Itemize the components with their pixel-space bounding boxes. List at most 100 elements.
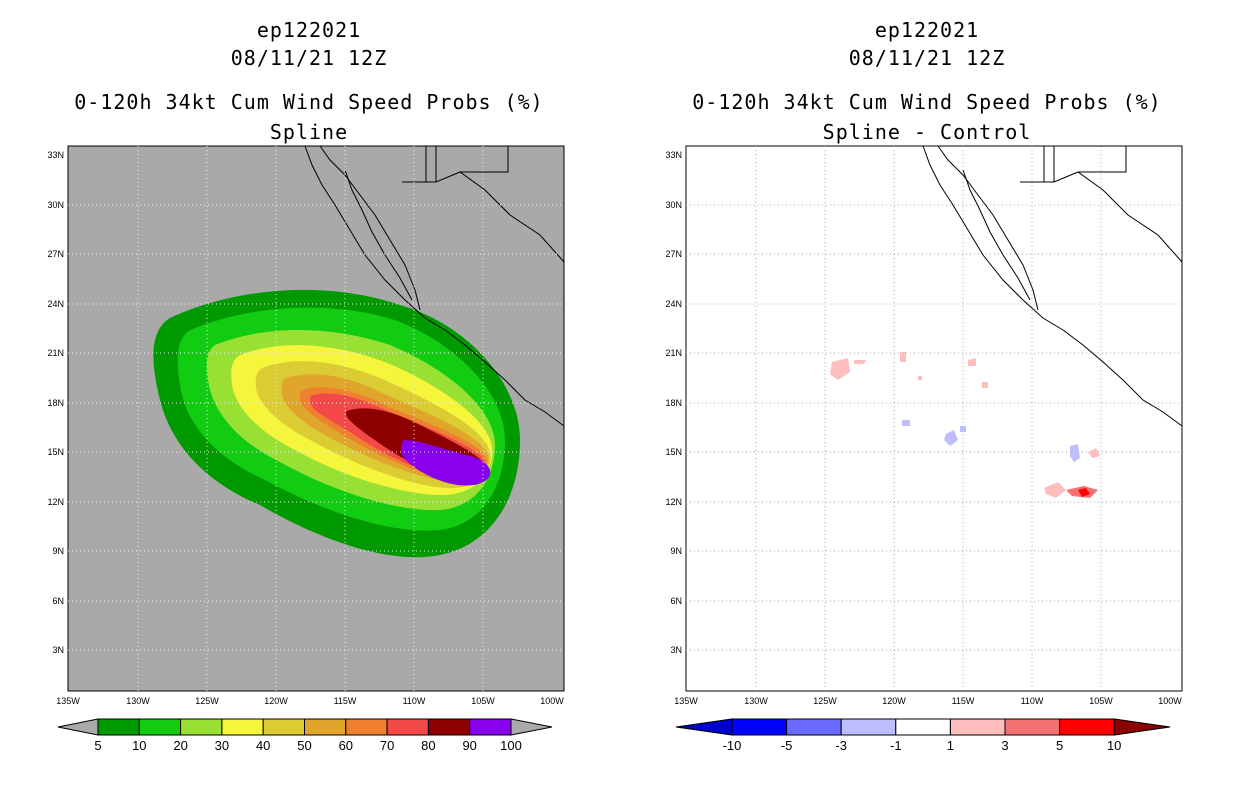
colorbar-swatch	[180, 718, 223, 736]
colorbar-swatches	[731, 718, 1115, 736]
diff-patch-strong	[1078, 488, 1090, 497]
lat-label: 3N	[670, 645, 682, 655]
diff-patch-positive	[968, 358, 976, 366]
colorbar-label: 50	[297, 738, 311, 753]
colorbar-label: 3	[1001, 738, 1008, 753]
diff-patch-positive	[830, 358, 850, 380]
colorbar-swatch	[345, 718, 388, 736]
colorbar-high-arrow	[1113, 718, 1171, 736]
lon-label: 105W	[1089, 696, 1113, 706]
colorbar-labels: 5 10 20 30 40 50 60 70 80 90 100	[94, 738, 521, 753]
diff-patch-negative	[902, 420, 910, 426]
lon-label: 135W	[56, 696, 80, 706]
lat-label: 15N	[47, 447, 64, 457]
colorbar-swatch	[386, 718, 429, 736]
lat-label: 6N	[670, 596, 682, 606]
colorbar-label: 80	[421, 738, 435, 753]
colorbar-swatch	[138, 718, 182, 736]
storm-id: ep122021	[874, 18, 980, 42]
colorbar-high-arrow	[510, 718, 553, 736]
lat-label: 33N	[665, 150, 682, 160]
colorbar-label: 10	[132, 738, 146, 753]
colorbar-labels: -10 -5 -3 -1 1 3 5 10	[723, 738, 1122, 753]
lon-label: 135W	[674, 696, 698, 706]
lat-label: 27N	[47, 249, 64, 259]
diff-patch-positive	[854, 360, 866, 364]
lon-label: 105W	[471, 696, 495, 706]
colorbar-swatch	[262, 718, 306, 736]
map-grid	[686, 146, 1182, 691]
lon-label: 100W	[1158, 696, 1182, 706]
colorbar: -10 -5 -3 -1 1 3 5 10	[675, 718, 1171, 753]
colorbar-label: -3	[835, 738, 847, 753]
probability-map: 33N 30N 27N 24N 21N 18N 15N 12N 9N 6N 3N…	[47, 145, 565, 706]
product-title: 0-120h 34kt Cum Wind Speed Probs (%)	[692, 90, 1162, 114]
colorbar-label: 1	[947, 738, 954, 753]
contour-90	[401, 440, 491, 486]
lon-axis-labels: 135W 130W 125W 120W 115W 110W 105W 100W	[674, 696, 1182, 706]
colorbar-label: -10	[723, 738, 742, 753]
lat-label: 27N	[665, 249, 682, 259]
lon-label: 115W	[334, 696, 357, 706]
lat-axis-labels: 33N 30N 27N 24N 21N 18N 15N 12N 9N 6N 3N	[47, 150, 64, 655]
lon-label: 115W	[952, 696, 975, 706]
map-grid	[68, 146, 564, 691]
difference-patches	[830, 352, 1100, 498]
lon-label: 130W	[126, 696, 150, 706]
colorbar-swatches	[97, 718, 512, 736]
diff-patch-positive	[1044, 482, 1066, 498]
colorbar-swatch	[1059, 718, 1115, 736]
lat-label: 15N	[665, 447, 682, 457]
probability-map-panel: ep122021 08/11/21 12Z 0-120h 34kt Cum Wi…	[47, 18, 565, 753]
diff-patch-negative	[960, 426, 966, 432]
forecast-datetime: 08/11/21 12Z	[230, 46, 388, 70]
map-background	[685, 145, 1183, 692]
colorbar-label: 20	[173, 738, 187, 753]
lat-label: 12N	[47, 497, 64, 507]
colorbar-swatch	[895, 718, 951, 736]
colorbar-swatch	[840, 718, 897, 736]
lat-label: 21N	[665, 348, 682, 358]
colorbar-label: 5	[1056, 738, 1063, 753]
diff-patch-positive	[900, 352, 906, 362]
lat-label: 3N	[52, 645, 64, 655]
panel-subtitle: Spline	[269, 120, 349, 144]
colorbar-swatch	[469, 718, 512, 736]
coastline	[922, 145, 1183, 427]
lat-label: 33N	[47, 150, 64, 160]
colorbar-label: 70	[380, 738, 394, 753]
lat-label: 21N	[47, 348, 64, 358]
lat-label: 24N	[47, 299, 64, 309]
forecast-datetime: 08/11/21 12Z	[848, 46, 1006, 70]
colorbar-swatch	[221, 718, 264, 736]
lat-label: 18N	[47, 398, 64, 408]
lat-label: 6N	[52, 596, 64, 606]
lat-label: 30N	[47, 200, 64, 210]
lat-label: 12N	[665, 497, 682, 507]
lat-axis-labels: 33N 30N 27N 24N 21N 18N 15N 12N 9N 6N 3N	[665, 150, 682, 655]
lon-label: 110W	[403, 696, 426, 706]
colorbar-label: 40	[256, 738, 270, 753]
lon-label: 130W	[744, 696, 768, 706]
colorbar-label: 30	[215, 738, 229, 753]
lat-label: 30N	[665, 200, 682, 210]
coastline	[304, 145, 565, 427]
storm-id: ep122021	[256, 18, 362, 42]
colorbar-swatch	[1004, 718, 1061, 736]
lon-label: 120W	[882, 696, 906, 706]
colorbar-swatch	[427, 718, 471, 736]
product-title: 0-120h 34kt Cum Wind Speed Probs (%)	[74, 90, 544, 114]
lat-label: 9N	[670, 546, 682, 556]
colorbar-swatch	[97, 718, 140, 736]
difference-map: 33N 30N 27N 24N 21N 18N 15N 12N 9N 6N 3N…	[665, 145, 1183, 706]
lon-axis-labels: 135W 130W 125W 120W 115W 110W 105W 100W	[56, 696, 564, 706]
colorbar-swatch	[731, 718, 788, 736]
panel-subtitle: Spline - Control	[822, 120, 1032, 144]
colorbar-swatch	[304, 718, 347, 736]
colorbar-label: 10	[1107, 738, 1121, 753]
colorbar-label: 5	[94, 738, 101, 753]
lon-label: 100W	[540, 696, 564, 706]
diff-patch-negative	[944, 430, 958, 446]
lon-label: 125W	[195, 696, 219, 706]
diff-patch-positive	[1088, 448, 1100, 458]
